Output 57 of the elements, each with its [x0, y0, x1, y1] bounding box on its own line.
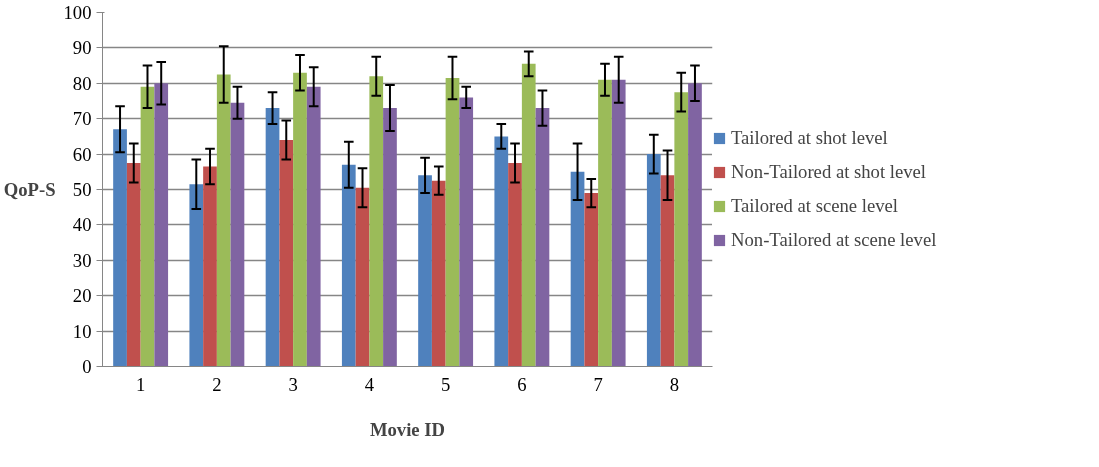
- bar: [279, 139, 294, 367]
- bar: [445, 77, 460, 367]
- bar: [341, 164, 356, 367]
- bar: [216, 74, 231, 367]
- bar: [521, 63, 536, 367]
- bar: [189, 184, 204, 367]
- x-tick-label: 7: [593, 373, 603, 395]
- bar: [418, 175, 432, 367]
- bar: [431, 180, 446, 367]
- y-tick-label: 0: [82, 356, 92, 377]
- bar: [459, 97, 474, 367]
- bar: [355, 187, 370, 367]
- x-tick-label: 1: [135, 373, 146, 395]
- y-tick-label: 10: [72, 320, 92, 342]
- bar: [113, 129, 127, 367]
- y-tick-label: 90: [72, 37, 92, 59]
- y-tick-label: 30: [72, 249, 92, 271]
- y-tick-label: 20: [72, 285, 92, 307]
- bar: [535, 108, 550, 367]
- legend-label: Tailored at scene level: [731, 195, 899, 217]
- y-tick-label: 100: [63, 2, 92, 23]
- legend-label: Non-Tailored at shot level: [731, 161, 927, 183]
- bar: [154, 83, 169, 367]
- x-tick-label: 6: [517, 373, 527, 395]
- x-tick-label: 4: [364, 373, 375, 395]
- bar: [674, 92, 689, 367]
- bar: [126, 162, 141, 367]
- bar: [508, 162, 522, 367]
- bar: [660, 175, 675, 367]
- bar: [230, 102, 245, 367]
- x-tick-label: 8: [669, 373, 680, 395]
- y-tick-label: 80: [72, 72, 92, 94]
- x-tick-label: 2: [212, 373, 222, 395]
- bar: [570, 171, 585, 367]
- bar: [611, 79, 626, 367]
- bar: [306, 86, 321, 367]
- bar: [203, 166, 217, 367]
- bar: [369, 76, 384, 367]
- bar: [293, 72, 307, 367]
- legend-label: Tailored at shot level: [731, 127, 888, 149]
- x-tick-label: 5: [440, 373, 451, 395]
- y-axis-title: QoP-S: [3, 179, 56, 200]
- bar: [598, 79, 612, 367]
- x-axis-title: Movie ID: [369, 418, 446, 440]
- bar: [265, 108, 280, 367]
- bar: [383, 108, 397, 367]
- bar: [140, 86, 155, 367]
- y-tick-label: 40: [72, 214, 92, 236]
- legend-label: Non-Tailored at scene level: [731, 229, 937, 251]
- bar: [584, 193, 599, 367]
- y-tick-label: 70: [72, 108, 92, 130]
- bar: [646, 154, 661, 367]
- y-tick-label: 50: [72, 179, 92, 200]
- y-tick-label: 60: [72, 143, 92, 165]
- bar: [494, 136, 509, 367]
- bar: [688, 83, 702, 367]
- x-tick-label: 3: [288, 373, 298, 395]
